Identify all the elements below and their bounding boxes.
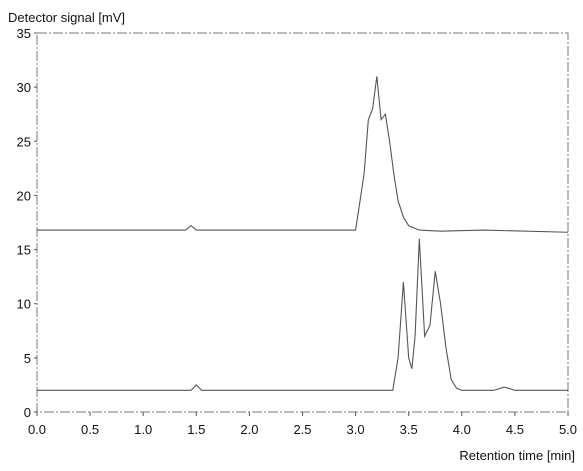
y-tick-label: 20 bbox=[17, 188, 31, 203]
x-tick-label: 3.5 bbox=[400, 422, 418, 437]
x-tick-label: 0.5 bbox=[81, 422, 99, 437]
x-tick-label: 2.5 bbox=[293, 422, 311, 437]
x-tick-label: 2.0 bbox=[240, 422, 258, 437]
y-tick-label: 15 bbox=[17, 243, 31, 258]
y-tick-label: 25 bbox=[17, 134, 31, 149]
signal-trace bbox=[37, 238, 568, 391]
y-tick-label: 5 bbox=[24, 351, 31, 366]
y-tick-label: 10 bbox=[17, 297, 31, 312]
x-tick-label: 0.0 bbox=[28, 422, 46, 437]
x-tick-label: 4.5 bbox=[506, 422, 524, 437]
y-axis-label: Detector signal [mV] bbox=[8, 10, 125, 25]
y-tick-label: 30 bbox=[17, 80, 31, 95]
signal-trace bbox=[37, 76, 569, 233]
y-tick-label: 0 bbox=[24, 405, 31, 420]
x-tick-label: 5.0 bbox=[559, 422, 577, 437]
x-tick-label: 3.0 bbox=[347, 422, 365, 437]
plot-frame bbox=[36, 32, 569, 413]
x-tick-label: 1.5 bbox=[187, 422, 205, 437]
y-tick-label: 35 bbox=[17, 26, 31, 41]
x-tick-label: 1.0 bbox=[134, 422, 152, 437]
x-tick-label: 4.0 bbox=[453, 422, 471, 437]
x-axis-label: Retention time [min] bbox=[459, 448, 575, 463]
